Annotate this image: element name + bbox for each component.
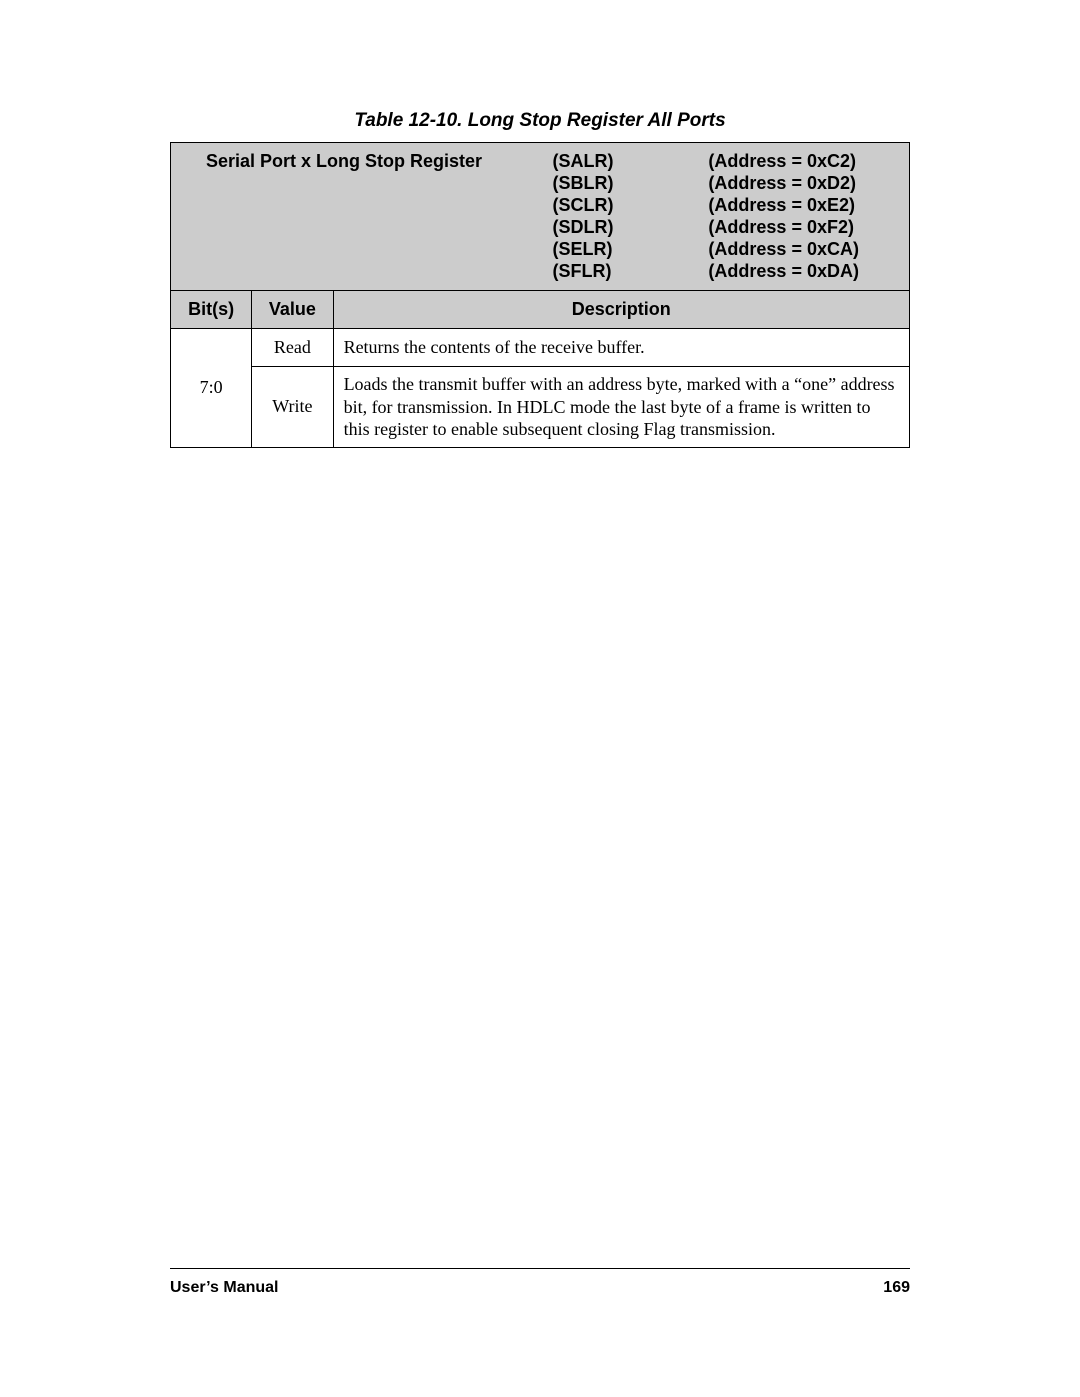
value-cell: Write bbox=[252, 367, 333, 448]
col-value-header: Value bbox=[252, 291, 333, 329]
register-addr: (Address = 0xCA) bbox=[708, 239, 899, 260]
table-row: Write Loads the transmit buffer with an … bbox=[171, 367, 910, 448]
table-caption: Table 12-10. Long Stop Register All Port… bbox=[170, 110, 910, 132]
register-name: (SFLR) bbox=[553, 261, 709, 282]
table-row: 7:0 Read Returns the contents of the rec… bbox=[171, 329, 910, 367]
register-addr: (Address = 0xF2) bbox=[708, 217, 899, 238]
register-addr: (Address = 0xDA) bbox=[708, 261, 899, 282]
table-header-top-cell: Serial Port x Long Stop Register (SALR) … bbox=[171, 143, 910, 291]
table-header-columns-row: Bit(s) Value Description bbox=[171, 291, 910, 329]
description-cell: Loads the transmit buffer with an addres… bbox=[333, 367, 909, 448]
page: Table 12-10. Long Stop Register All Port… bbox=[0, 0, 1080, 1397]
value-cell: Read bbox=[252, 329, 333, 367]
spacer bbox=[206, 173, 553, 194]
page-footer: User’s Manual 169 bbox=[170, 1268, 910, 1297]
register-grid: Serial Port x Long Stop Register (SALR) … bbox=[206, 151, 899, 282]
register-name: (SCLR) bbox=[553, 195, 709, 216]
footer-left: User’s Manual bbox=[170, 1279, 278, 1297]
register-table: Serial Port x Long Stop Register (SALR) … bbox=[170, 142, 910, 448]
register-name: (SALR) bbox=[553, 151, 709, 172]
register-name: (SBLR) bbox=[553, 173, 709, 194]
register-name: (SDLR) bbox=[553, 217, 709, 238]
col-description-header: Description bbox=[333, 291, 909, 329]
footer-page-number: 169 bbox=[883, 1279, 910, 1297]
register-addr: (Address = 0xE2) bbox=[708, 195, 899, 216]
register-addr: (Address = 0xC2) bbox=[708, 151, 899, 172]
spacer bbox=[206, 217, 553, 238]
register-name: (SELR) bbox=[553, 239, 709, 260]
register-title: Serial Port x Long Stop Register bbox=[206, 151, 553, 172]
col-bits-header: Bit(s) bbox=[171, 291, 252, 329]
spacer bbox=[206, 239, 553, 260]
spacer bbox=[206, 195, 553, 216]
table-header-top-row: Serial Port x Long Stop Register (SALR) … bbox=[171, 143, 910, 291]
description-cell: Returns the contents of the receive buff… bbox=[333, 329, 909, 367]
register-addr: (Address = 0xD2) bbox=[708, 173, 899, 194]
spacer bbox=[206, 261, 553, 282]
bits-cell: 7:0 bbox=[171, 329, 252, 448]
